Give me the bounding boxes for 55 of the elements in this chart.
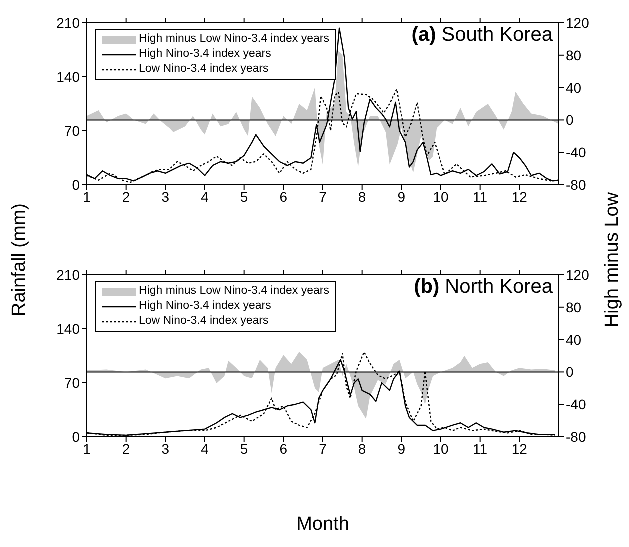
y2-tick-label: 80 [566, 47, 582, 64]
y-tick-label: 140 [56, 320, 80, 337]
x-tick-label: 5 [240, 188, 248, 205]
y2-tick-label: 80 [566, 299, 582, 316]
x-tick-label: 4 [201, 440, 210, 457]
y2-tick-label: 40 [566, 80, 582, 96]
y2-tick-label: -40 [566, 144, 586, 161]
x-tick-label: 3 [162, 188, 170, 205]
x-tick-label: 2 [122, 188, 130, 205]
x-tick-label: 8 [358, 188, 366, 205]
x-tick-label: 7 [319, 188, 328, 205]
x-tick-label: 6 [280, 440, 288, 457]
x-tick-label: 3 [162, 440, 170, 457]
x-tick-label: 8 [358, 440, 366, 457]
x-tick-label: 5 [240, 440, 248, 457]
y2-tick-label: -80 [566, 176, 586, 193]
x-tick-label: 12 [512, 188, 528, 205]
chart-title: (a) South Korea [412, 24, 553, 47]
x-tick-label: 12 [512, 440, 528, 457]
chart-title: (b) North Korea [414, 276, 553, 299]
legend-label: High minus Low Nino-3.4 index years [139, 32, 330, 47]
x-tick-label: 7 [319, 440, 328, 457]
y2-tick-label: 0 [566, 112, 574, 128]
y-tick-label: 210 [56, 266, 80, 283]
legend-label: Low Nino-3.4 index years [139, 62, 269, 77]
y-tick-label: 70 [64, 122, 80, 139]
y2-tick-label: 40 [566, 332, 582, 348]
y2-tick-label: -80 [566, 428, 586, 445]
x-tick-label: 2 [122, 440, 130, 457]
y-tick-label: 140 [56, 68, 80, 85]
x-tick-label: 1 [83, 188, 92, 205]
x-tick-label: 4 [201, 188, 210, 205]
y-axis-title: Rainfall (mm) [9, 204, 31, 316]
y2-axis-title: High minus Low [602, 192, 624, 328]
x-axis-title: Month [296, 514, 350, 536]
x-tick-label: 6 [280, 188, 288, 205]
x-tick-label: 9 [398, 440, 406, 457]
y-tick-label: 70 [64, 374, 80, 391]
x-tick-label: 1 [83, 440, 92, 457]
y2-tick-label: 120 [566, 266, 590, 283]
y-tick-label: 0 [72, 428, 80, 445]
legend-label: Low Nino-3.4 index years [139, 314, 269, 329]
x-tick-label: 10 [433, 188, 449, 205]
x-tick-label: 11 [473, 440, 488, 457]
y2-tick-label: 120 [566, 14, 590, 31]
y2-tick-label: -40 [566, 396, 586, 413]
x-tick-label: 9 [398, 188, 406, 205]
legend-label: High minus Low Nino-3.4 index years [139, 284, 330, 299]
legend-label: High Nino-3.4 index years [139, 299, 272, 314]
x-tick-label: 10 [433, 440, 449, 457]
y-tick-label: 0 [72, 176, 80, 193]
legend-label: High Nino-3.4 index years [139, 47, 272, 62]
x-tick-label: 11 [473, 188, 488, 205]
y2-tick-label: 0 [566, 364, 574, 380]
y-tick-label: 210 [56, 14, 80, 31]
